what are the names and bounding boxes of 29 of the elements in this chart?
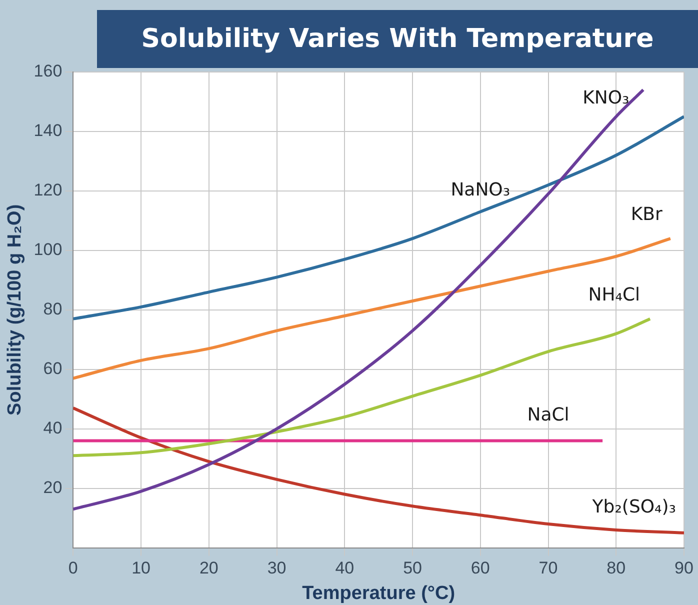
y-axis-title: Solubility (g/100 g H₂O): [4, 204, 26, 416]
series-label: NaNO₃: [450, 179, 510, 200]
x-tick-label: 10: [132, 558, 150, 578]
chart-title: Solubility Varies With Temperature: [97, 10, 698, 68]
y-tick-label: 80: [43, 300, 62, 319]
x-axis-title: Temperature (°C): [302, 582, 456, 604]
y-tick-label: 120: [34, 180, 62, 200]
x-tick-label: 70: [538, 558, 558, 578]
y-tick-label: 40: [43, 418, 62, 438]
line-series: [73, 317, 652, 458]
y-tick-label: 60: [43, 359, 62, 378]
series-label: Yb₂(SO₄)₃: [591, 496, 676, 518]
x-tick-label: 90: [674, 558, 694, 578]
series-label: NaCl: [527, 404, 570, 426]
x-tick-label: 80: [606, 558, 626, 578]
x-tick-label: 20: [199, 558, 218, 578]
series-label: NH₄Cl: [588, 284, 640, 306]
y-tick-label: 20: [43, 478, 62, 498]
y-tick-label: 100: [34, 240, 62, 260]
x-tick-label: 0: [68, 558, 78, 578]
x-tick-label: 50: [403, 558, 422, 578]
x-tick-label: 60: [470, 558, 490, 578]
y-tick-label: 140: [34, 121, 62, 140]
series-label: KBr: [630, 204, 664, 226]
y-tick-label: 160: [34, 62, 62, 81]
series-label: KNO₃: [582, 88, 630, 109]
x-tick-label: 40: [335, 558, 354, 578]
line-series: [73, 237, 672, 380]
x-tick-label: 30: [267, 558, 286, 578]
